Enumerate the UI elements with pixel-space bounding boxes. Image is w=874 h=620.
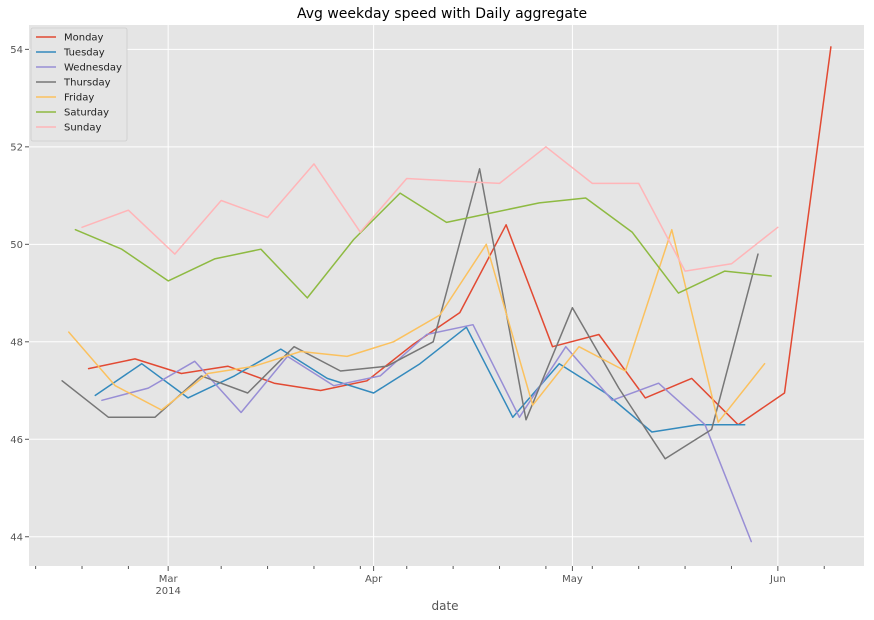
- series-line-sunday: [81, 146, 779, 272]
- series-line-tuesday: [94, 326, 746, 433]
- legend-label: Wednesday: [64, 63, 122, 74]
- legend-label: Friday: [64, 93, 94, 104]
- legend-label: Sunday: [64, 123, 101, 134]
- legend-label: Monday: [64, 33, 104, 44]
- y-tick-label: 52: [10, 142, 23, 153]
- legend-label: Saturday: [64, 108, 109, 119]
- legend: Monday Tuesday Wednesday Thursday Friday Satu…: [30, 27, 128, 142]
- series-line-saturday: [74, 192, 772, 299]
- series-line-wednesday: [101, 323, 753, 543]
- x-tick-label: Mar: [159, 574, 179, 585]
- y-tick-label: 44: [10, 532, 23, 543]
- series-layer: [61, 46, 832, 543]
- chart-title: Avg weekday speed with Daily aggregate: [297, 6, 587, 22]
- x-tick-label: Jun: [769, 574, 786, 585]
- y-tick-label: 50: [10, 240, 23, 251]
- series-line-friday: [68, 228, 766, 423]
- y-tick-label: 46: [10, 435, 23, 446]
- y-tick-label: 54: [10, 45, 23, 56]
- series-line-monday: [87, 46, 832, 426]
- grid-layer: [29, 25, 864, 566]
- y-tick-label: 48: [10, 337, 23, 348]
- legend-label: Thursday: [63, 78, 111, 89]
- x-tick-sublabel: 2014: [155, 586, 180, 597]
- x-tick-label: May: [562, 574, 583, 585]
- plot-background: [29, 25, 864, 566]
- x-tick-label: Apr: [365, 574, 383, 585]
- legend-label: Tuesday: [63, 48, 105, 59]
- x-axis-title: date: [431, 599, 458, 613]
